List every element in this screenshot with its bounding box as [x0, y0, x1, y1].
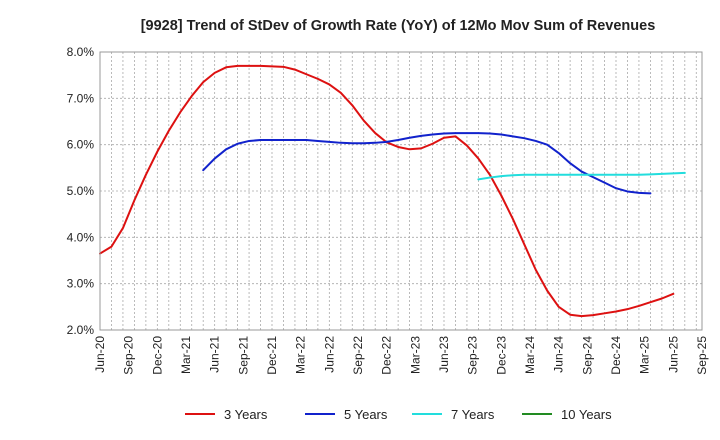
- x-tick-label: Sep-22: [351, 336, 365, 375]
- y-tick-label: 3.0%: [67, 277, 95, 291]
- x-axis: Jun-20 Sep-20 Dec-20 Mar-21 Jun-21 Sep-21 Dec-…: [93, 336, 709, 375]
- x-tick-label: Jun-24: [552, 336, 566, 373]
- series-layer: [99, 64, 686, 318]
- series-line-5-years: [202, 132, 652, 195]
- x-tick-label: Mar-22: [294, 336, 308, 374]
- grid: [100, 52, 702, 330]
- plot-area: [99, 51, 703, 331]
- y-tick-label: 7.0%: [67, 91, 95, 105]
- x-tick-label: Dec-22: [380, 336, 394, 375]
- legend: 3 Years 5 Years 7 Years 10 Years: [185, 407, 612, 422]
- x-tick-label: Mar-25: [638, 336, 652, 374]
- y-tick-label: 5.0%: [67, 184, 95, 198]
- x-tick-label: Dec-23: [494, 336, 508, 375]
- y-tick-label: 6.0%: [67, 138, 95, 152]
- x-tick-label: Dec-20: [150, 336, 164, 375]
- x-tick-label: Sep-25: [695, 336, 709, 375]
- x-tick-label: Sep-21: [236, 336, 250, 375]
- legend-label-7-years: 7 Years: [451, 407, 495, 422]
- legend-label-10-years: 10 Years: [561, 407, 612, 422]
- y-tick-label: 2.0%: [67, 323, 95, 337]
- x-tick-label: Jun-23: [437, 336, 451, 373]
- series-line-7-years: [477, 171, 686, 181]
- x-tick-label: Dec-24: [609, 336, 623, 375]
- x-tick-label: Dec-21: [265, 336, 279, 375]
- y-axis: 2.0% 3.0% 4.0% 5.0% 6.0% 7.0% 8.0%: [67, 45, 95, 337]
- chart-title: [9928] Trend of StDev of Growth Rate (Yo…: [141, 18, 656, 34]
- x-tick-label: Jun-22: [322, 336, 336, 373]
- x-tick-label: Mar-24: [523, 336, 537, 374]
- x-tick-label: Sep-20: [122, 336, 136, 375]
- legend-label-3-years: 3 Years: [224, 407, 268, 422]
- x-tick-label: Sep-23: [466, 336, 480, 375]
- x-tick-label: Sep-24: [580, 336, 594, 375]
- y-tick-label: 4.0%: [67, 230, 95, 244]
- y-tick-label: 8.0%: [67, 45, 95, 59]
- x-tick-label: Jun-21: [208, 336, 222, 373]
- legend-label-5-years: 5 Years: [344, 407, 388, 422]
- x-tick-label: Jun-25: [666, 336, 680, 373]
- x-tick-label: Jun-20: [93, 336, 107, 373]
- x-tick-label: Mar-21: [179, 336, 193, 374]
- x-tick-label: Mar-23: [408, 336, 422, 374]
